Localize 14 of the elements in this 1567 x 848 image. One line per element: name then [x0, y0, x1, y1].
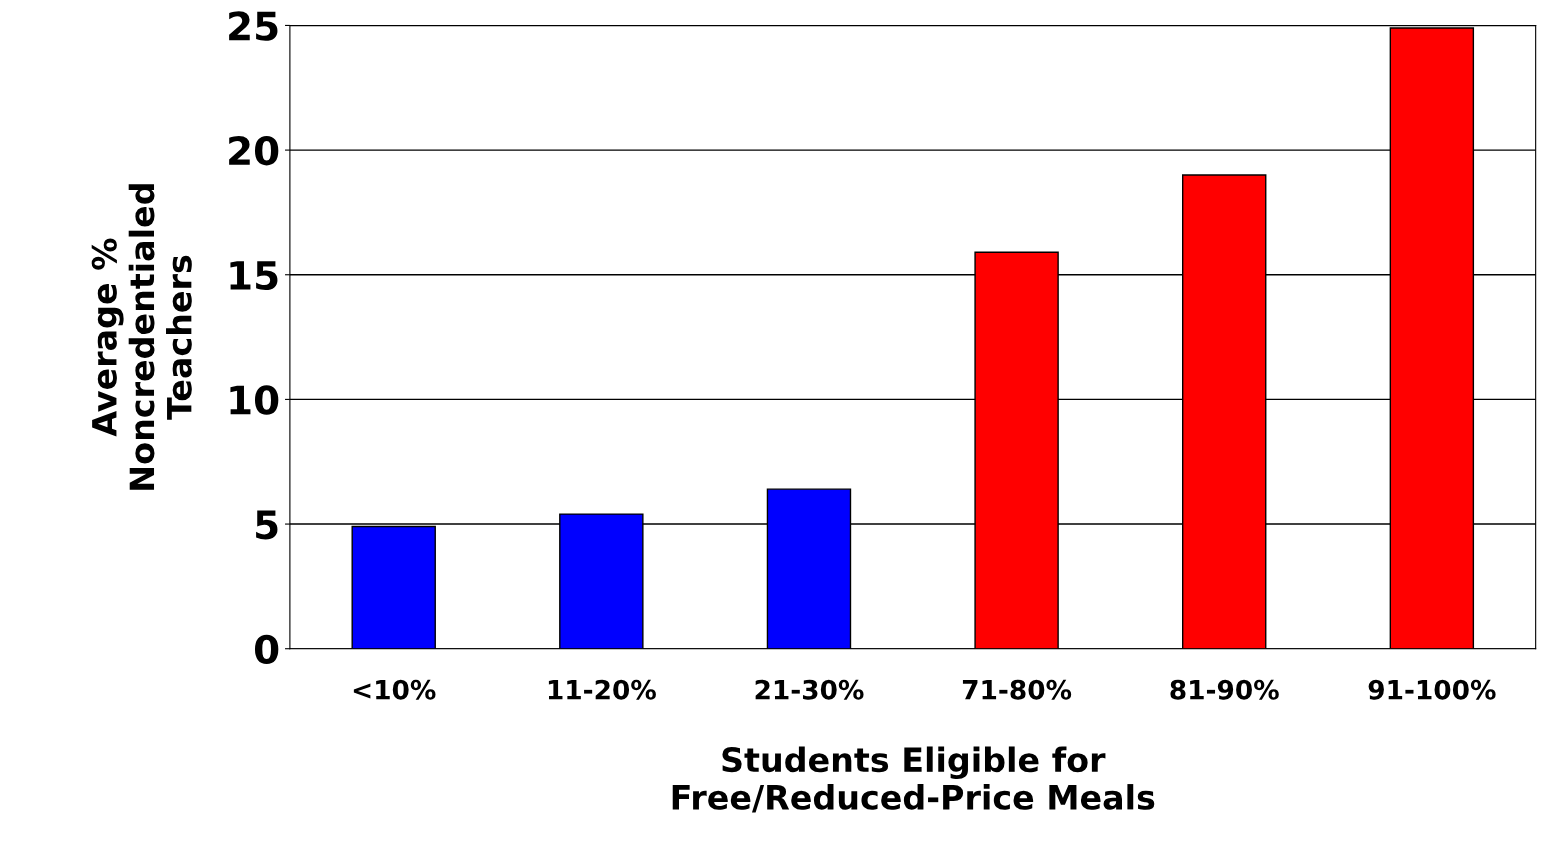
- y-tick-label: 25: [229, 11, 278, 41]
- x-tick-label: 91-100%: [1368, 679, 1496, 700]
- x-tick-label: 71-80%: [962, 679, 1072, 700]
- y-tick-label: 5: [256, 510, 278, 540]
- y-axis-title: Average % Noncredentialed Teachers: [91, 184, 192, 490]
- x-axis-title: Students Eligible for Free/Reduced-Price Meals: [672, 746, 1155, 813]
- y-tick-label: 20: [229, 136, 279, 166]
- x-tick-label: 11-20%: [548, 679, 656, 700]
- y-tick-label: 0: [254, 634, 279, 665]
- x-tick-label: <10%: [353, 679, 436, 700]
- x-tick-label: 21-30%: [755, 679, 864, 700]
- y-tick-label: 10: [230, 385, 279, 415]
- y-tick-label: 15: [230, 261, 278, 291]
- x-tick-label: 81-90%: [1170, 679, 1279, 700]
